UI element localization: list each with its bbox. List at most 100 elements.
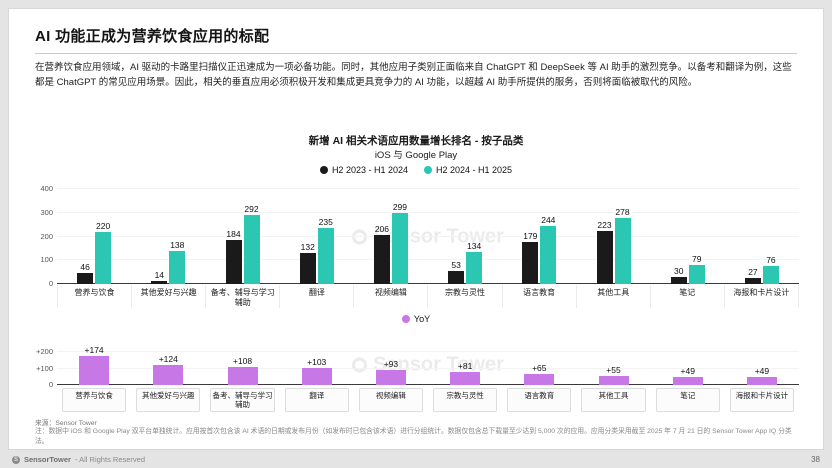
footer-bar: S SensorTower - All Rights Reserved 38 (0, 451, 832, 468)
bar-value-label: 132 (300, 241, 315, 252)
bar-value-label: +124 (158, 353, 178, 364)
bar (522, 241, 539, 284)
bar-value-label: +81 (457, 360, 473, 371)
bar (153, 364, 184, 385)
bar-value-label: 179 (523, 230, 538, 241)
category-label: 笔记 (651, 285, 725, 308)
chart2-plot: Sensor Tower +200 +100 0 +174 +124 +108 +103 +9… (36, 344, 799, 389)
legend-item: H2 2024 - H1 2025 (424, 165, 512, 175)
bar-wrapper: +124 (153, 344, 184, 385)
category-label: 语言教育 (503, 285, 577, 308)
bar-group: +55 (576, 344, 650, 385)
bar (301, 368, 332, 385)
bar-wrapper: +49 (672, 344, 703, 385)
bar-value-label: 235 (318, 217, 333, 228)
bar (225, 240, 242, 284)
bar (688, 265, 705, 284)
title-divider (35, 53, 797, 54)
category-label: 其他爱好与兴趣 (132, 285, 207, 308)
chart1-categories: 营养与饮食 其他爱好与兴趣 备考、辅导与学习辅助 翻译 视频编辑 宗教与灵性 语言教育 其他工… (57, 285, 799, 308)
bar-wrapper: 132 (299, 189, 316, 284)
y-tick-label: +100 (36, 363, 53, 373)
bar (243, 214, 260, 284)
bar-value-label: +65 (532, 363, 547, 374)
bar-value-label: 30 (673, 265, 684, 276)
bar-wrapper: 235 (317, 189, 334, 284)
bar-group: 179 244 (502, 189, 576, 284)
bar (299, 252, 316, 284)
category-label: 语言教育 (507, 388, 572, 412)
bar (596, 231, 613, 284)
category-label: 海报和卡片设计 (729, 388, 795, 412)
category-label: 其他工具 (581, 388, 646, 412)
legend-label: H2 2024 - H1 2025 (436, 165, 513, 175)
y-tick-label: 300 (40, 207, 53, 217)
category-label: 其他工具 (577, 285, 651, 308)
bar-wrapper: +55 (598, 344, 629, 385)
category-label: 翻译 (280, 285, 355, 308)
bar (227, 367, 258, 385)
chart2-legend: YoY (9, 314, 823, 324)
bar-value-label: 184 (226, 229, 241, 240)
chart-title: 新增 AI 相关术语应用数量增长排名 - 按子品类 (308, 135, 524, 147)
category-label: 其他爱好与兴趣 (136, 388, 201, 412)
bar-wrapper: 244 (540, 189, 557, 284)
bar (448, 271, 465, 284)
bar (169, 251, 186, 284)
bar-wrapper: +108 (227, 344, 258, 385)
bar-wrapper: 223 (596, 189, 613, 284)
gridline (57, 235, 799, 237)
bar-group: 184 292 (205, 189, 279, 284)
chart1-plot: Sensor Tower 0 100 200 300 400 46 220 14 138 184 2… (40, 184, 799, 288)
bar-wrapper: 53 (448, 189, 465, 284)
bar (744, 277, 761, 284)
bar-wrapper: 138 (169, 189, 186, 284)
source-line: 来源：Sensor Tower (35, 420, 97, 427)
bar-groups: 46 220 14 138 184 292 132 235 206 299 53 134 179 244 2… (57, 189, 799, 284)
bar-wrapper: 76 (762, 189, 779, 284)
bar (540, 226, 557, 284)
gridline (57, 367, 799, 369)
bar-wrapper: 27 (744, 189, 761, 284)
gridline (57, 351, 799, 353)
bar-group: +174 (57, 344, 131, 385)
y-tick-label: 400 (40, 184, 53, 193)
bar-value-label: 27 (748, 266, 758, 277)
bar (375, 369, 406, 385)
legend-label: YoY (413, 314, 431, 324)
category-label: 海报和卡片设计 (725, 285, 799, 308)
y-tick-label: 0 (48, 279, 53, 288)
bar-value-label: 220 (96, 220, 111, 231)
bar-wrapper: 30 (670, 189, 687, 284)
bar-wrapper: 299 (391, 189, 408, 284)
bar-value-label: +49 (754, 365, 770, 376)
bar-value-label: 53 (451, 260, 461, 271)
x-axis-line (57, 283, 799, 284)
bar-group: 30 79 (651, 189, 725, 284)
category-label: 笔记 (655, 388, 720, 412)
bar (151, 280, 168, 284)
category-label: 备考、辅导与学习辅助 (206, 285, 281, 308)
rights-text: - All Rights Reserved (74, 455, 145, 464)
bar-value-label: 76 (766, 254, 776, 265)
bar-value-label: 206 (374, 224, 389, 235)
bar-value-label: 138 (170, 240, 185, 251)
bar-group: 14 138 (131, 189, 205, 284)
bar-value-label: 278 (615, 206, 630, 217)
bar (391, 213, 408, 284)
category-label: 视频编辑 (354, 285, 429, 308)
category-label: 备考、辅导与学习辅助 (210, 388, 275, 412)
category-label: 宗教与灵性 (428, 285, 503, 308)
footer-brand: S SensorTower - All Rights Reserved (12, 455, 145, 464)
bar-group: +49 (651, 344, 725, 385)
bar-value-label: 299 (392, 202, 407, 212)
bar-wrapper: +174 (79, 344, 110, 385)
chart2-categories: 营养与饮食 其他爱好与兴趣 备考、辅导与学习辅助 翻译 视频编辑 宗教与灵性 语言教育 其他工… (57, 388, 799, 412)
bar-value-label: +108 (232, 356, 253, 367)
bar-value-label: +93 (383, 358, 399, 369)
bar-group: +93 (354, 344, 428, 385)
slide: AI 功能正成为营养饮食应用的标配 在营养饮食应用领域，AI 驱动的卡路里扫描仪… (9, 9, 823, 449)
category-label: 视频编辑 (358, 388, 424, 412)
y-tick-label: 200 (40, 231, 53, 241)
bar (77, 273, 94, 284)
